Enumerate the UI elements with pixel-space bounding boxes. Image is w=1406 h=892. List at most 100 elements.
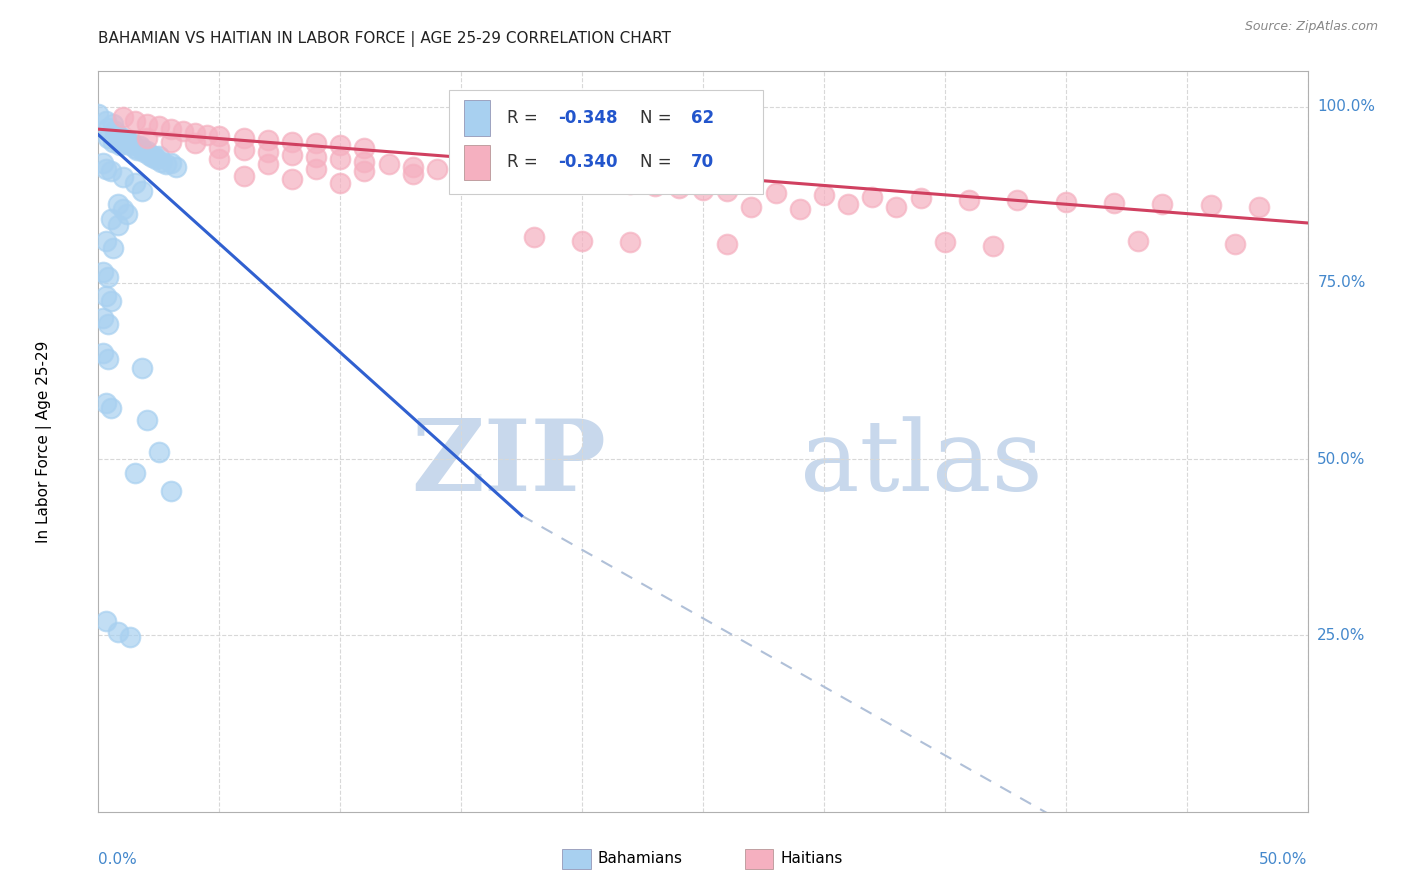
Text: Haitians: Haitians xyxy=(780,851,842,865)
Point xyxy=(124,176,146,190)
Point xyxy=(100,212,122,227)
Point xyxy=(148,445,170,459)
Point xyxy=(1223,237,1246,252)
Point xyxy=(124,467,146,481)
Point xyxy=(94,161,117,176)
Point xyxy=(934,235,956,249)
Text: 0.0%: 0.0% xyxy=(98,853,138,867)
Point xyxy=(135,144,157,158)
Point xyxy=(117,207,139,221)
Point xyxy=(765,186,787,200)
Point xyxy=(91,311,114,326)
Point xyxy=(837,197,859,211)
Point xyxy=(740,200,762,214)
Point xyxy=(94,615,117,629)
Point xyxy=(91,156,114,170)
Point xyxy=(402,160,425,174)
Bar xyxy=(464,100,491,136)
Point xyxy=(131,184,153,198)
Text: -0.340: -0.340 xyxy=(558,153,617,171)
Point xyxy=(910,191,932,205)
Point xyxy=(97,131,120,145)
Point xyxy=(353,164,375,178)
Point xyxy=(107,197,129,211)
Text: 100.0%: 100.0% xyxy=(1317,99,1375,114)
Point xyxy=(111,110,134,124)
Point xyxy=(329,176,352,190)
Point xyxy=(94,113,117,128)
Point xyxy=(87,106,110,120)
Point xyxy=(547,171,569,186)
Point xyxy=(117,133,139,147)
Text: 50.0%: 50.0% xyxy=(1317,451,1365,467)
Point xyxy=(377,157,399,171)
Point xyxy=(208,129,231,144)
Point xyxy=(305,150,328,164)
Point xyxy=(111,202,134,216)
Point xyxy=(232,131,254,145)
Text: R =: R = xyxy=(508,109,543,127)
Point xyxy=(107,218,129,232)
Point xyxy=(232,169,254,183)
Point xyxy=(860,190,883,204)
Text: atlas: atlas xyxy=(800,416,1042,512)
Point xyxy=(1152,197,1174,211)
Point xyxy=(644,178,666,193)
Text: 50.0%: 50.0% xyxy=(1260,853,1308,867)
Point xyxy=(107,135,129,149)
Text: 25.0%: 25.0% xyxy=(1317,628,1365,643)
Point xyxy=(172,124,194,138)
Point xyxy=(131,360,153,375)
Point xyxy=(138,147,160,161)
Text: 75.0%: 75.0% xyxy=(1317,276,1365,291)
Point xyxy=(101,117,124,131)
Point xyxy=(91,346,114,360)
Point xyxy=(127,144,149,158)
Point xyxy=(114,136,136,151)
Point xyxy=(91,265,114,279)
Point xyxy=(523,230,546,244)
Point xyxy=(100,293,122,308)
Point xyxy=(232,144,254,158)
Point xyxy=(195,128,218,142)
Point xyxy=(124,113,146,128)
Point xyxy=(450,164,472,178)
Point xyxy=(256,145,278,160)
Point xyxy=(208,153,231,167)
Point xyxy=(256,157,278,171)
Point xyxy=(1199,198,1222,212)
Text: ZIP: ZIP xyxy=(412,416,606,512)
Text: 70: 70 xyxy=(690,153,714,171)
Point xyxy=(281,171,304,186)
Point xyxy=(886,200,908,214)
Point xyxy=(692,183,714,197)
Point xyxy=(281,135,304,149)
Point xyxy=(97,270,120,285)
Point xyxy=(281,147,304,161)
Text: BAHAMIAN VS HAITIAN IN LABOR FORCE | AGE 25-29 CORRELATION CHART: BAHAMIAN VS HAITIAN IN LABOR FORCE | AGE… xyxy=(98,31,672,47)
Bar xyxy=(464,145,491,180)
Point xyxy=(184,126,207,140)
Point xyxy=(305,161,328,176)
Point xyxy=(94,288,117,302)
Point xyxy=(208,140,231,154)
Point xyxy=(595,176,617,190)
Point xyxy=(101,135,124,149)
Point xyxy=(141,150,163,164)
Point xyxy=(94,396,117,410)
Point xyxy=(165,160,187,174)
Point xyxy=(148,120,170,134)
Text: In Labor Force | Age 25-29: In Labor Force | Age 25-29 xyxy=(37,341,52,542)
Point xyxy=(813,187,835,202)
Point xyxy=(1102,196,1125,211)
Point xyxy=(571,174,593,188)
Point xyxy=(145,153,167,167)
Point xyxy=(523,170,546,185)
Point xyxy=(100,401,122,416)
Point xyxy=(1249,200,1271,214)
Point xyxy=(498,169,520,183)
Point xyxy=(1128,234,1150,248)
Point xyxy=(160,156,183,170)
Point xyxy=(108,138,131,153)
Point xyxy=(135,413,157,427)
